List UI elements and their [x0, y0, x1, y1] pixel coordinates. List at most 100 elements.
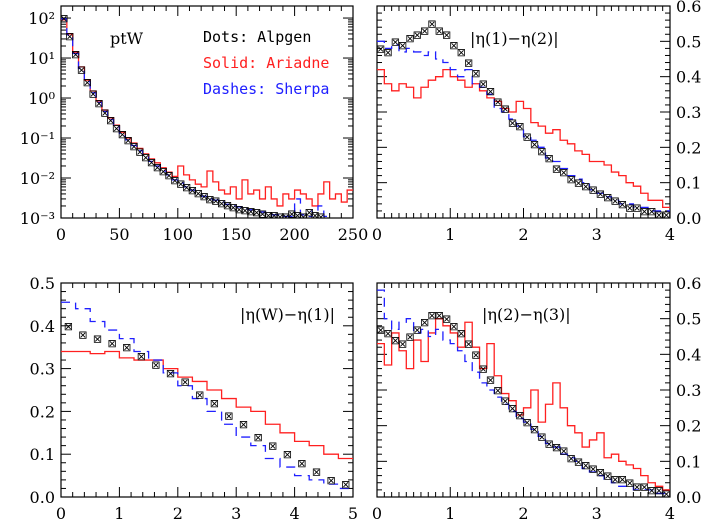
alpgen-point: ⊠ — [383, 46, 392, 59]
plot-frame — [60, 282, 354, 498]
y-tick-label: 0.3 — [676, 381, 701, 400]
y-tick-label: 0.6 — [676, 0, 701, 16]
alpgen-point: ⊠ — [471, 67, 480, 80]
y-tick-label: 0.4 — [676, 345, 701, 364]
alpgen-point: ⊠ — [376, 42, 385, 55]
alpgen-point: ⊠ — [176, 178, 185, 191]
alpgen-point: ⊠ — [153, 161, 162, 174]
alpgen-point: ⊠ — [159, 165, 168, 178]
alpgen-point: ⊠ — [129, 140, 138, 153]
alpgen-point: ⊠ — [64, 320, 73, 333]
alpgen-point: ⊠ — [78, 328, 87, 341]
alpgen-point: ⊠ — [210, 397, 219, 410]
alpgen-point: ⊠ — [618, 198, 627, 211]
alpgen-point: ⊠ — [457, 327, 466, 340]
alpgen-point: ⊠ — [501, 102, 510, 115]
alpgen-point: ⊠ — [581, 459, 590, 472]
legend-ariadne: Solid: Ariadne — [203, 54, 329, 72]
alpgen-point: ⊠ — [118, 128, 127, 141]
alpgen-point: ⊠ — [310, 209, 319, 222]
y-tick-label: 0.0 — [30, 488, 55, 507]
legend: Dots: Alpgen Solid: Ariadne Dashes: Sher… — [203, 28, 329, 98]
alpgen-point: ⊠ — [59, 12, 68, 25]
alpgen-point: ⊠ — [479, 78, 488, 91]
alpgen-point: ⊠ — [122, 341, 131, 354]
alpgen-point: ⊠ — [312, 465, 321, 478]
alpgen-point: ⊠ — [640, 205, 649, 218]
alpgen-point: ⊠ — [83, 76, 92, 89]
alpgen-point: ⊠ — [383, 327, 392, 340]
y-tick-label: 10² — [28, 9, 55, 28]
alpgen-point: ⊠ — [398, 39, 407, 52]
alpgen-point: ⊠ — [405, 331, 414, 344]
alpgen-point: ⊠ — [305, 206, 314, 219]
alpgen-point: ⊠ — [552, 441, 561, 454]
y-tick-label: 10⁻³ — [20, 209, 55, 228]
x-tick-label: 0 — [372, 504, 382, 522]
alpgen-point: ⊠ — [240, 204, 249, 217]
x-tick-label: 0 — [56, 504, 66, 522]
alpgen-point: ⊠ — [223, 199, 232, 212]
alpgen-point: ⊠ — [258, 207, 267, 220]
alpgen-point: ⊠ — [253, 431, 262, 444]
alpgen-point: ⊠ — [501, 395, 510, 408]
alpgen-point: ⊠ — [493, 95, 502, 108]
x-tick-label: 3 — [592, 504, 602, 522]
x-tick-label: 4 — [290, 504, 300, 522]
alpgen-point: ⊠ — [205, 193, 214, 206]
alpgen-point: ⊠ — [449, 39, 458, 52]
x-tick-label: 2 — [173, 504, 183, 522]
alpgen-point: ⊠ — [523, 416, 532, 429]
x-tick-label: 4 — [665, 504, 675, 522]
alpgen-point: ⊠ — [135, 146, 144, 159]
alpgen-point: ⊠ — [537, 145, 546, 158]
x-tick-label: 200 — [279, 225, 310, 244]
x-tick-label: 2 — [518, 504, 528, 522]
panel-title: |η(1)−η(2)| — [470, 29, 559, 48]
alpgen-point: ⊠ — [229, 201, 238, 214]
y-tick-label: 0.2 — [676, 138, 701, 157]
alpgen-point: ⊠ — [405, 32, 414, 45]
alpgen-point: ⊠ — [106, 114, 115, 127]
alpgen-point: ⊠ — [420, 25, 429, 38]
alpgen-point: ⊠ — [341, 478, 350, 491]
alpgen-point: ⊠ — [211, 195, 220, 208]
alpgen-point: ⊠ — [252, 206, 261, 219]
alpgen-point: ⊠ — [194, 187, 203, 200]
alpgen-point: ⊠ — [537, 430, 546, 443]
alpgen-point: ⊠ — [112, 122, 121, 135]
alpgen-point: ⊠ — [508, 117, 517, 130]
alpgen-point: ⊠ — [530, 423, 539, 436]
alpgen-point: ⊠ — [457, 46, 466, 59]
alpgen-point: ⊠ — [559, 445, 568, 458]
alpgen-point: ⊠ — [166, 367, 175, 380]
alpgen-point: ⊠ — [442, 28, 451, 41]
x-tick-label: 250 — [338, 225, 369, 244]
alpgen-point: ⊠ — [141, 151, 150, 164]
panel-etaw-eta1: 0 1 2 3 4 50.00.10.20.30.40.5|η(W)−η(1)|⊠⊠ ⊠ ⊠ ⊠… — [30, 274, 359, 522]
x-tick-label: 5 — [348, 504, 358, 522]
x-tick-label: 0 — [372, 225, 382, 244]
alpgen-point: ⊠ — [471, 348, 480, 361]
y-tick-label: 0.5 — [676, 32, 701, 51]
alpgen-point: ⊠ — [559, 166, 568, 179]
alpgen-point: ⊠ — [596, 187, 605, 200]
x-tick-label: 0 — [56, 225, 66, 244]
ariadne-histogram — [377, 318, 670, 491]
alpgen-point: ⊠ — [376, 323, 385, 336]
y-tick-label: 0.5 — [676, 310, 701, 329]
alpgen-point: ⊠ — [124, 134, 133, 147]
alpgen-point: ⊠ — [427, 18, 436, 31]
y-tick-label: 0.2 — [30, 402, 55, 421]
alpgen-point: ⊠ — [662, 208, 671, 221]
x-tick-label: 1 — [114, 504, 124, 522]
alpgen-point: ⊠ — [632, 201, 641, 214]
alpgen-point: ⊠ — [170, 174, 179, 187]
alpgen-point: ⊠ — [640, 480, 649, 493]
alpgen-point: ⊠ — [287, 207, 296, 220]
alpgen-point: ⊠ — [264, 209, 273, 222]
alpgen-point: ⊠ — [654, 484, 663, 497]
alpgen-point: ⊠ — [567, 452, 576, 465]
alpgen-point: ⊠ — [107, 337, 116, 350]
sherpa-histogram — [61, 301, 353, 490]
